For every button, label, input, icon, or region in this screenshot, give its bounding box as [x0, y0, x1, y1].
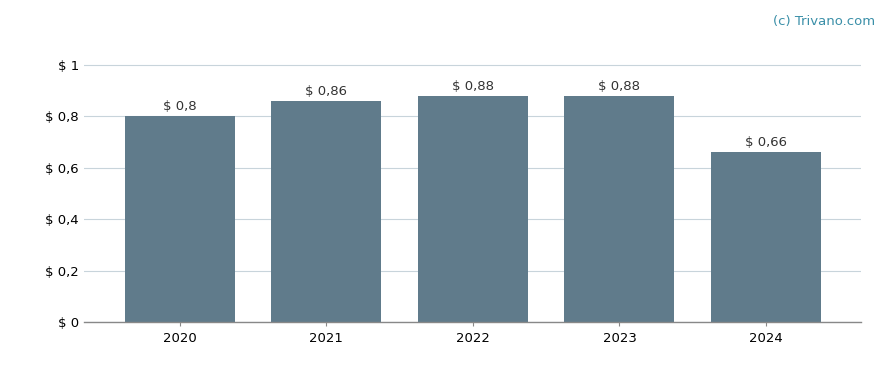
Bar	[124, 116, 234, 322]
Bar	[418, 96, 527, 322]
Bar	[271, 101, 381, 322]
Bar	[565, 96, 675, 322]
Text: $ 0,8: $ 0,8	[163, 100, 196, 113]
Text: (c) Trivano.com: (c) Trivano.com	[773, 15, 875, 28]
Text: $ 0,88: $ 0,88	[599, 80, 640, 93]
Text: $ 0,66: $ 0,66	[745, 136, 787, 149]
Bar	[711, 152, 821, 322]
Text: $ 0,86: $ 0,86	[305, 85, 347, 98]
Text: $ 0,88: $ 0,88	[452, 80, 494, 93]
